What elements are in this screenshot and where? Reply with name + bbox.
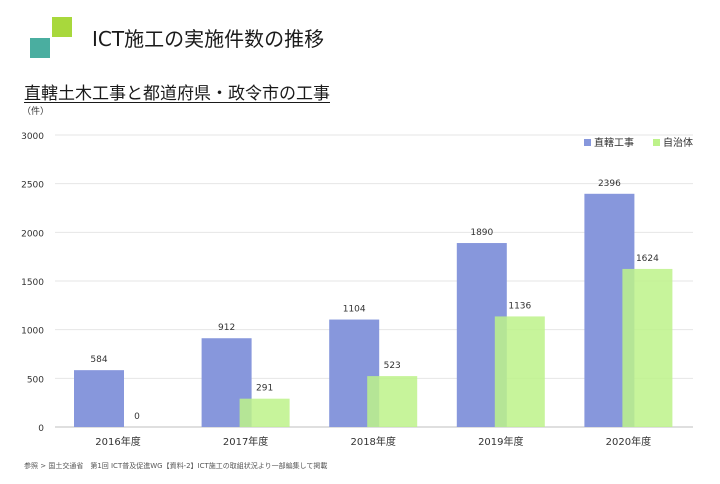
y-tick-label: 0	[38, 424, 44, 434]
y-tick-label: 1000	[21, 327, 44, 337]
data-label: 1104	[343, 305, 366, 315]
x-tick-label: 2018年度	[350, 435, 395, 448]
page-title: ICT施工の実施件数の推移	[92, 27, 325, 51]
x-tick-label: 2016年度	[95, 435, 140, 448]
logo-square-teal	[30, 38, 50, 58]
y-tick-label: 1500	[21, 278, 44, 288]
data-label: 912	[218, 323, 235, 333]
legend-label: 直轄工事	[594, 136, 634, 149]
data-label: 2396	[598, 179, 621, 189]
data-label: 1136	[508, 301, 531, 311]
y-tick-label: 2500	[21, 181, 44, 191]
data-label: 584	[90, 355, 107, 365]
x-tick-label: 2020年度	[606, 435, 651, 448]
y-tick-label: 500	[27, 375, 44, 385]
bar-local	[239, 398, 290, 427]
x-tick-label: 2017年度	[223, 435, 268, 448]
logo-square-green	[52, 17, 72, 37]
legend-label: 自治体	[663, 136, 693, 149]
x-tick-label: 2019年度	[478, 435, 523, 448]
data-label: 1624	[636, 254, 659, 264]
section-heading: 直轄土木工事と都道府県・政令市の工事	[24, 84, 330, 104]
bar-local	[622, 268, 673, 427]
bar-local	[494, 316, 545, 427]
bar-direct	[74, 370, 124, 427]
data-label: 291	[256, 384, 273, 394]
legend-swatch	[584, 139, 591, 146]
data-label: 0	[134, 412, 140, 422]
y-axis-unit-label: （件）	[22, 105, 49, 117]
source-footnote: 参照 > 国土交通省 第1回 ICT普及促進WG【資料-2】ICT施工の取組状況…	[24, 462, 328, 470]
y-tick-label: 2000	[21, 229, 44, 239]
data-label: 1890	[470, 228, 493, 238]
bar-local	[367, 376, 418, 427]
data-label: 523	[384, 361, 401, 371]
y-tick-label: 3000	[21, 132, 44, 142]
legend-swatch	[653, 139, 660, 146]
